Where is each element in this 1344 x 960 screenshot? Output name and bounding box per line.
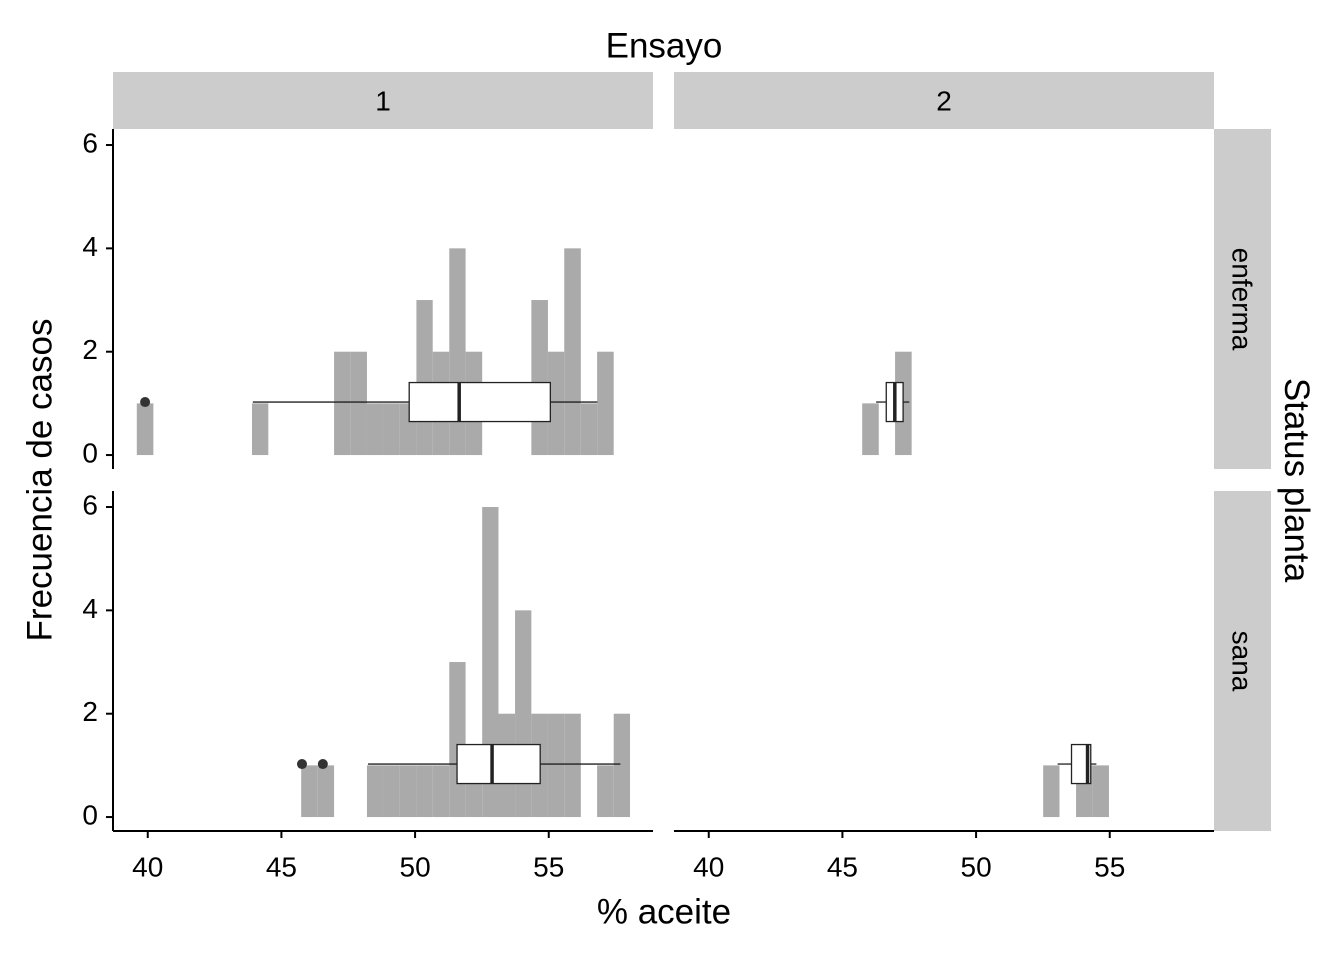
x-tick-label: 40: [132, 851, 163, 882]
y-tick-label: 6: [82, 489, 98, 520]
facet-label: 1: [375, 85, 391, 116]
facet-strip: [674, 72, 1214, 129]
y-tick-label: 0: [82, 437, 98, 468]
x-tick-label: 45: [266, 851, 297, 882]
histogram-bar: [597, 765, 614, 818]
histogram-bar: [350, 351, 367, 456]
x-tick-label: 55: [533, 851, 564, 882]
x-tick-label: 45: [827, 851, 858, 882]
histogram-bar: [862, 403, 879, 456]
histogram-bar: [317, 765, 335, 818]
histogram-bar: [482, 507, 499, 818]
y-tick-label: 4: [82, 231, 98, 262]
facet-label: enferma: [1227, 248, 1258, 351]
y-axis-label: Frecuencia de casos: [20, 319, 59, 642]
x-tick-label: 55: [1094, 851, 1125, 882]
facet-strip: [1214, 491, 1271, 831]
row-title: Status planta: [1277, 378, 1316, 583]
y-tick-label: 4: [82, 593, 98, 624]
x-tick-label: 50: [961, 851, 992, 882]
outlier: [317, 759, 328, 770]
facet-label: sana: [1227, 631, 1258, 692]
facet-strip: [1214, 129, 1271, 469]
histogram-bar: [580, 403, 598, 456]
histogram-bar: [1043, 765, 1060, 818]
histogram-bar: [366, 765, 384, 818]
histogram-bar: [515, 610, 532, 818]
histogram-bar: [383, 403, 400, 456]
histogram-bar: [334, 351, 351, 456]
histogram-bar: [531, 300, 548, 456]
box: [456, 743, 541, 785]
histogram-bar: [399, 765, 417, 818]
outlier: [140, 397, 151, 408]
histogram-bar: [613, 713, 631, 818]
y-tick-label: 2: [82, 334, 98, 365]
y-tick-label: 6: [82, 127, 98, 158]
histogram-bar: [449, 248, 466, 456]
histogram-bar: [416, 765, 433, 818]
x-axis-label: % aceite: [597, 892, 731, 931]
histogram-bar: [366, 403, 384, 456]
facet-label: 2: [936, 85, 952, 116]
box: [408, 381, 551, 423]
histogram-bar: [547, 351, 565, 456]
histogram-bar: [547, 713, 565, 818]
histogram-bar: [597, 351, 614, 456]
histogram-bar: [564, 248, 581, 456]
histogram-bar: [1092, 765, 1109, 818]
facet-strip: [113, 72, 653, 129]
x-tick-label: 40: [693, 851, 724, 882]
histogram-bar: [301, 765, 318, 818]
y-tick-label: 0: [82, 799, 98, 830]
histogram-bar: [136, 403, 154, 456]
histogram-bar: [432, 765, 450, 818]
histogram-bar: [416, 300, 433, 456]
histogram-bar: [252, 403, 269, 456]
chart-title: Ensayo: [606, 26, 723, 65]
outlier: [297, 759, 307, 770]
histogram-bar: [564, 713, 581, 818]
histogram-bar: [383, 765, 400, 818]
y-tick-label: 2: [82, 696, 98, 727]
x-tick-label: 50: [400, 851, 431, 882]
histogram-bar: [449, 662, 466, 818]
